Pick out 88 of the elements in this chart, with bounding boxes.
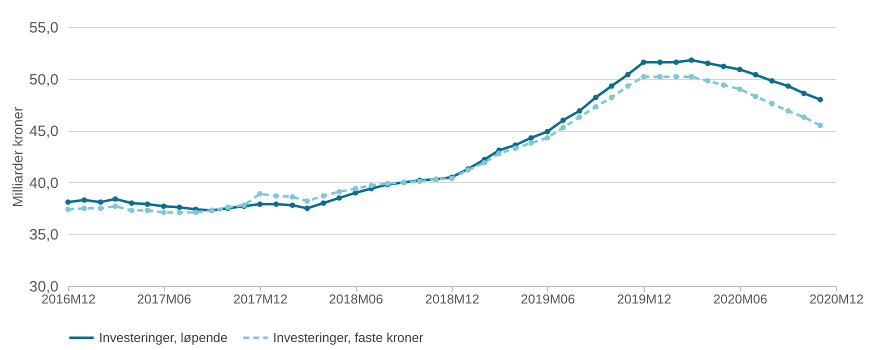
- point: [785, 108, 791, 114]
- point: [817, 122, 823, 128]
- point: [257, 191, 263, 197]
- y-tick-label: 45,0: [29, 123, 58, 140]
- point: [368, 182, 374, 188]
- point: [625, 72, 631, 78]
- point: [705, 60, 710, 66]
- point: [304, 206, 310, 212]
- point: [336, 188, 342, 194]
- x-tick-label: 2017M12: [233, 292, 288, 306]
- point: [482, 160, 488, 166]
- point: [737, 66, 743, 72]
- point: [576, 114, 582, 120]
- point: [657, 59, 663, 65]
- point: [176, 204, 182, 210]
- point: [640, 74, 646, 80]
- y-axis-title: Milliarder kroner: [9, 106, 26, 208]
- point: [65, 206, 71, 212]
- point: [128, 208, 134, 214]
- point: [273, 193, 279, 199]
- point: [160, 203, 166, 209]
- point: [657, 74, 663, 80]
- point: [769, 100, 775, 106]
- point: [737, 86, 743, 92]
- point: [290, 202, 296, 208]
- y-tick-label: 55,0: [29, 20, 58, 36]
- x-tick-label: 2018M12: [425, 292, 480, 306]
- point: [688, 74, 694, 80]
- point: [688, 57, 694, 63]
- point: [144, 201, 150, 207]
- point: [320, 200, 326, 206]
- point: [112, 196, 118, 202]
- point: [608, 94, 614, 100]
- point: [65, 199, 71, 205]
- x-tick-label: 2019M12: [616, 292, 672, 306]
- point: [801, 114, 807, 120]
- point: [352, 186, 358, 192]
- point: [336, 195, 342, 201]
- point: [98, 206, 104, 212]
- point: [673, 59, 679, 65]
- point: [544, 128, 550, 134]
- point: [560, 124, 566, 130]
- point: [193, 210, 198, 216]
- point: [273, 201, 279, 207]
- point: [785, 83, 791, 89]
- point: [673, 74, 679, 80]
- point: [82, 197, 88, 203]
- x-tick-label: 2020M12: [809, 292, 864, 306]
- x-tick-label: 2019M06: [520, 292, 576, 306]
- point: [817, 96, 823, 102]
- x-tick-label: 2020M06: [713, 292, 768, 306]
- y-tick-label: 40,0: [29, 174, 58, 192]
- point: [257, 201, 263, 207]
- point: [496, 150, 502, 156]
- legend-label: Investeringer, faste kroner: [273, 330, 424, 345]
- point: [801, 90, 807, 96]
- point: [608, 83, 614, 89]
- y-tick-label: 50,0: [29, 71, 58, 88]
- point: [128, 200, 134, 206]
- point: [290, 194, 296, 200]
- point: [576, 108, 582, 114]
- legend-label: Investeringer, løpende: [99, 330, 228, 345]
- point: [176, 210, 182, 216]
- point: [752, 94, 758, 100]
- point: [304, 198, 310, 204]
- point: [512, 145, 518, 151]
- point: [528, 135, 534, 141]
- point: [544, 135, 550, 141]
- point: [82, 206, 88, 212]
- y-tick-label: 35,0: [29, 226, 58, 244]
- point: [320, 193, 326, 199]
- point: [528, 140, 534, 146]
- point: [98, 199, 104, 205]
- point: [160, 210, 166, 216]
- point: [705, 78, 710, 84]
- point: [144, 208, 150, 214]
- point: [625, 83, 631, 89]
- x-tick-label: 2018M06: [328, 292, 384, 306]
- point: [752, 72, 758, 78]
- point: [560, 118, 566, 123]
- point: [720, 64, 726, 70]
- point: [593, 94, 599, 100]
- x-tick-label: 2017M06: [137, 292, 192, 306]
- point: [769, 78, 775, 84]
- point: [593, 104, 599, 110]
- point: [112, 203, 118, 209]
- point: [720, 82, 726, 88]
- point: [640, 59, 646, 65]
